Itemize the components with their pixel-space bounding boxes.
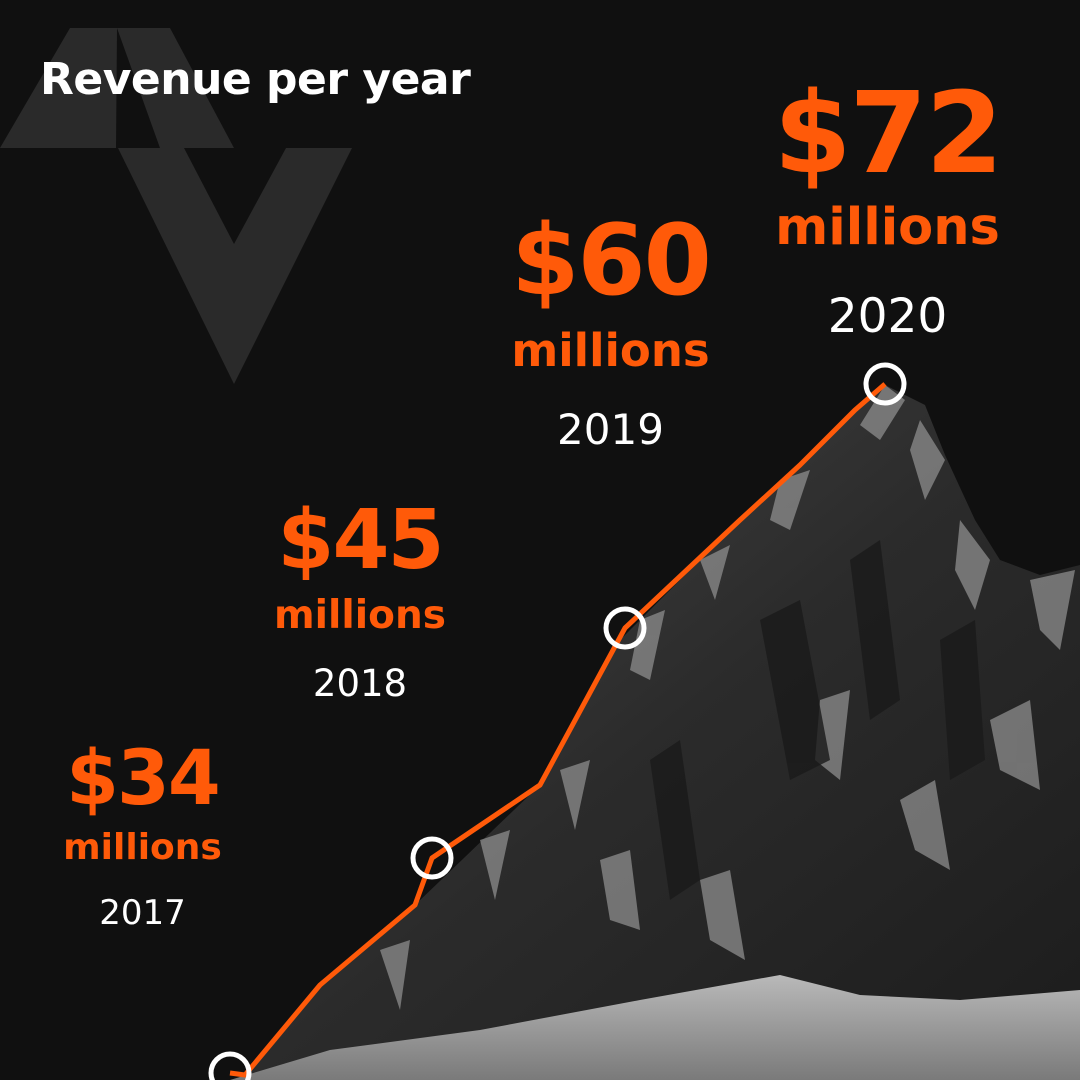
value-label: $34 [66,733,221,822]
revenue-line [229,382,887,1078]
unit-label: millions [63,827,222,868]
data-point-2018 [410,836,454,880]
year-label: 2019 [557,405,664,454]
unit-label: millions [511,324,710,377]
data-point-2020 [863,362,907,406]
mountain-background-image [230,385,1080,1080]
year-label: 2018 [312,662,408,705]
chevron-triangle-logo-icon [0,28,352,384]
unit-label: millions [274,593,446,638]
value-label: $60 [511,204,712,318]
data-label-2017: $34 millions 2017 [50,733,235,933]
data-label-2020: $72 millions 2020 [765,78,1010,340]
year-label: 2017 [99,893,186,933]
value-label: $45 [277,493,444,588]
data-point-2019 [603,606,647,650]
data-label-2019: $60 millions 2019 [488,212,733,451]
chart-title: Revenue per year [40,54,471,105]
unit-label: millions [775,198,1000,257]
value-label: $72 [773,69,1004,199]
year-label: 2020 [827,289,948,344]
data-point-2017 [208,1051,252,1080]
data-label-2018: $45 millions 2018 [255,493,465,705]
